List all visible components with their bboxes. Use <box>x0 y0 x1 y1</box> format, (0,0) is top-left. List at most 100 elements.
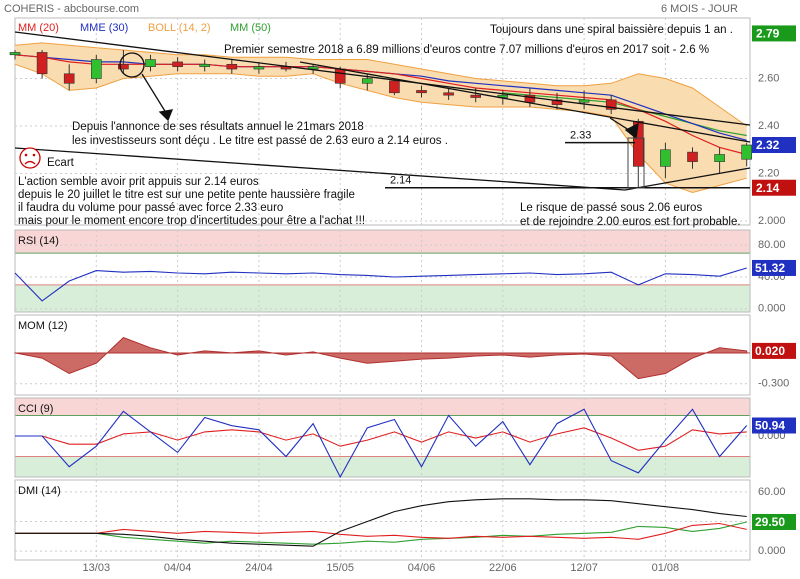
x-tick-label: 04/06 <box>408 562 436 574</box>
drawings <box>14 31 751 191</box>
x-tick-label: 15/05 <box>326 562 354 574</box>
candle-body <box>470 94 482 98</box>
candle-body <box>334 68 346 84</box>
candle-body <box>118 63 129 70</box>
y-tick-label: 0.000 <box>758 545 786 557</box>
legend-entry: MM (20) <box>18 22 59 34</box>
annotation: Le risque de passé sous 2.06 euros <box>520 202 702 214</box>
annotation: depuis le 20 juillet le titre est sur un… <box>18 189 355 201</box>
candle-body <box>36 52 48 75</box>
candle-body <box>714 154 725 162</box>
highlight-circle <box>119 52 145 78</box>
price-tag-label: 2.79 <box>756 27 780 41</box>
price-tag <box>752 137 796 154</box>
level-label: 2.33 <box>570 130 591 142</box>
annotation: Toujours dans une spiral baissière depui… <box>490 24 733 36</box>
candle-body <box>660 149 671 167</box>
indicator-line <box>15 408 748 479</box>
arrow-head <box>624 122 639 140</box>
candle-body <box>226 63 238 70</box>
zone <box>15 398 750 416</box>
candle-body <box>687 151 698 162</box>
x-tick-label: 01/08 <box>652 562 680 574</box>
candle-body <box>9 52 21 56</box>
candle-body <box>199 63 210 67</box>
candle-body <box>551 99 563 105</box>
arrow <box>141 73 169 117</box>
candle-body <box>172 61 183 67</box>
source: COHERIS - abcbourse.com <box>4 3 139 15</box>
gap-box <box>627 137 645 189</box>
candle-body <box>253 66 265 70</box>
annotation: et de rejoindre 2.00 euros est fort prob… <box>520 216 741 228</box>
moving-average <box>502 92 747 137</box>
momentum-area <box>14 337 748 380</box>
candle-body <box>389 80 400 94</box>
x-tick-label: 24/04 <box>245 562 273 574</box>
x-tick-label: 22/06 <box>489 562 517 574</box>
zone <box>15 230 750 254</box>
level-label: 2.14 <box>390 175 411 187</box>
x-tick-label: 12/07 <box>570 562 598 574</box>
value-tag <box>752 259 796 276</box>
price-tag <box>752 25 796 42</box>
panel-frame <box>14 17 751 226</box>
indicator-line <box>15 427 747 451</box>
candle-body <box>605 99 617 110</box>
moving-average <box>14 54 747 156</box>
price-tag <box>752 179 796 196</box>
sad-face-mouth <box>24 160 36 165</box>
candle-body <box>741 144 753 160</box>
candle-body <box>307 66 319 70</box>
panel-title: MOM (12) <box>18 320 68 332</box>
trend-line <box>14 31 751 126</box>
sad-face-eye <box>24 153 28 157</box>
annotation: mais pour le moment encore trop d'incert… <box>18 215 365 227</box>
value-tag-label: 29.50 <box>755 515 785 529</box>
legend-entry: MME (30) <box>80 22 128 34</box>
value-tag-label: 50.94 <box>755 419 785 433</box>
indicator-line <box>15 521 747 545</box>
y-tick-label: -0.300 <box>758 378 789 390</box>
legend-entry: MM (50) <box>230 22 271 34</box>
value-tag <box>752 417 796 434</box>
value-tag-label: 0.020 <box>755 344 785 358</box>
panel-title: RSI (14) <box>18 235 59 247</box>
y-tick-label: 60.00 <box>758 486 786 498</box>
candle-body <box>361 78 373 84</box>
annotation: L'action semble avoir prit appuis sur 2.… <box>18 176 259 188</box>
plot-layer: 2.000 2.20 2.40 2.60 2.33 2.14 MM (20) MME (30)… <box>9 17 796 574</box>
candle-body <box>632 120 644 167</box>
trend-line <box>14 147 626 191</box>
annotation: Ecart <box>47 157 75 169</box>
annotation: il faudra du volume pour passé avec forc… <box>18 202 283 214</box>
bollinger-upper <box>14 42 747 127</box>
value-tag-label: 51.32 <box>755 261 785 275</box>
annotation: Premier semestre 2018 a 6.89 millions d'… <box>224 44 709 56</box>
candle-body <box>145 59 156 67</box>
value-tag <box>752 513 796 530</box>
candle-body <box>578 99 590 103</box>
candle-body <box>91 59 102 79</box>
trend-line <box>624 167 751 191</box>
y-tick-label: 2.60 <box>758 72 779 84</box>
y-tick-label: 80.00 <box>758 239 786 251</box>
candle-body <box>443 92 454 96</box>
panel-frame <box>14 314 751 396</box>
y-tick-label: 2.000 <box>758 215 786 227</box>
indicator-line <box>15 498 747 547</box>
annotation: les investisseurs sont déçu . Le titre e… <box>72 135 448 147</box>
zone <box>15 456 750 477</box>
x-tick-label: 13/03 <box>83 562 111 574</box>
panel-title: CCI (9) <box>18 403 53 415</box>
panel-title: DMI (14) <box>18 485 61 497</box>
panel-frame <box>14 479 751 561</box>
x-tick-label: 04/04 <box>164 562 192 574</box>
y-tick-label: 0.000 <box>758 303 786 315</box>
period: 6 MOIS - JOUR <box>661 3 738 15</box>
zone <box>15 284 750 312</box>
sad-face <box>19 147 41 169</box>
candle-body <box>63 73 75 84</box>
